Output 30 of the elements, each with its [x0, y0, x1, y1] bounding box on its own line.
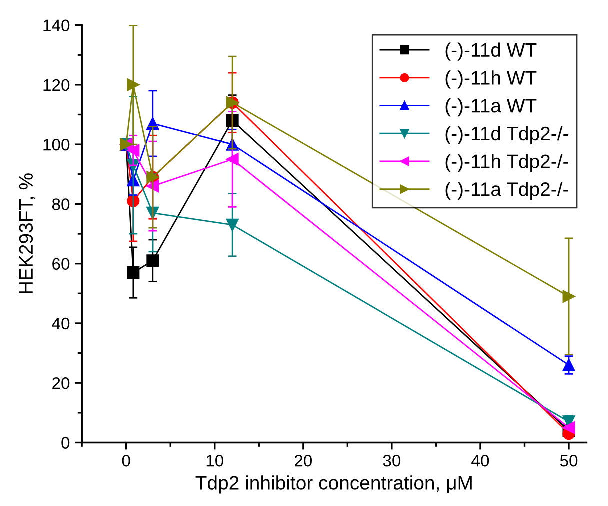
legend-label: (-)-11d WT	[446, 42, 537, 61]
point	[127, 78, 140, 92]
legend-label: (-)-11h Tdp2-/-	[446, 154, 568, 172]
y-tick-label: 140	[44, 20, 70, 32]
y-tick-label: 120	[44, 79, 70, 92]
legend-label: (-)-11a WT	[446, 98, 537, 117]
point	[146, 254, 160, 268]
legend-label: (-)-11d Tdp2-/-	[446, 126, 568, 144]
point	[226, 153, 239, 166]
legend-label: (-)-11a Tdp2-/-	[446, 182, 568, 200]
x-tick-label: 30	[383, 454, 401, 467]
legend-label: (-)-11h WT	[446, 70, 537, 89]
x-tick-label: 40	[472, 454, 490, 467]
x-tick-label: 0	[122, 454, 130, 467]
point	[127, 266, 140, 280]
point	[562, 358, 576, 372]
y-tick-label: 40	[52, 318, 70, 330]
y-tick-label: 60	[52, 258, 70, 270]
x-tick-label: 10	[206, 454, 224, 467]
y-tick-label: 0	[62, 437, 70, 449]
point	[226, 218, 239, 232]
y-tick-label: 100	[44, 138, 70, 151]
y-tick-label: 80	[52, 198, 70, 210]
y-axis-title: HEK293FT, %	[19, 174, 36, 294]
x-axis-title: Tdp2 inhibitor concentration, μM	[196, 476, 472, 494]
x-tick-label: 20	[294, 454, 312, 467]
x-tick-label: 50	[560, 454, 578, 467]
y-tick-label: 20	[52, 378, 70, 390]
point	[562, 422, 576, 434]
point	[562, 290, 576, 303]
